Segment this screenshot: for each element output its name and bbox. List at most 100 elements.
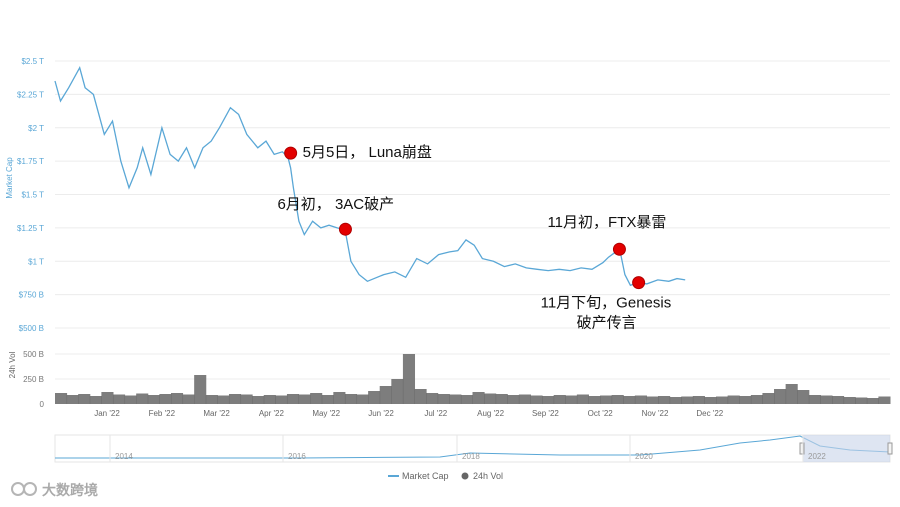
x-tick-label: Nov '22 xyxy=(642,409,669,418)
x-tick-label: Oct '22 xyxy=(588,409,614,418)
vol-tick-label: 500 B xyxy=(23,350,44,359)
navigator-year-label: 2020 xyxy=(635,452,653,461)
event-label: 11月初，FTX暴雷 xyxy=(547,214,666,231)
x-tick-label: Jun '22 xyxy=(368,409,394,418)
legend: Market Cap 24h Vol xyxy=(388,471,503,481)
volume-bar xyxy=(658,396,671,404)
volume-bar xyxy=(286,394,300,404)
volume-bar xyxy=(112,394,126,404)
y-axis-label: Market Cap xyxy=(5,157,14,199)
volume-bar xyxy=(669,397,682,404)
y-tick-label: $2 T xyxy=(28,124,44,133)
volume-bar xyxy=(310,393,323,404)
volume-bar xyxy=(159,394,172,404)
legend-item-market-cap[interactable]: Market Cap xyxy=(402,471,449,481)
volume-bar xyxy=(437,394,450,404)
volume-bar xyxy=(356,394,369,404)
x-tick-label: Mar '22 xyxy=(203,409,230,418)
y-axis-ticks: $2.5 T $2.25 T $2 T $1.75 T $1.5 T $1.25 T $1 … xyxy=(17,57,44,333)
volume-bar xyxy=(344,394,358,404)
volume-bar xyxy=(217,395,230,404)
volume-bar xyxy=(182,394,195,404)
volume-bar xyxy=(739,396,752,404)
market-cap-line xyxy=(54,65,686,287)
annotations: 5月5日， Luna崩盘 6月初， 3AC破产 11月初，FTX暴雷 11月下旬，Ge… xyxy=(277,143,671,331)
volume-bar xyxy=(402,354,416,404)
volume-bar xyxy=(681,396,694,404)
volume-bar xyxy=(762,393,775,404)
volume-bar xyxy=(147,395,160,404)
x-tick-label: Sep '22 xyxy=(532,409,559,418)
event-marker xyxy=(612,242,626,256)
volume-bar xyxy=(785,384,798,404)
volume-bar xyxy=(101,392,114,404)
volume-bar xyxy=(460,395,473,404)
event-label: 5月5日， Luna崩盘 xyxy=(303,143,432,161)
navigator-year-label: 2014 xyxy=(115,452,133,461)
range-navigator[interactable]: 2014 2016 2018 2020 2022 xyxy=(54,434,893,463)
vol-tick-label: 0 xyxy=(40,400,45,409)
y-tick-label: $1 T xyxy=(28,257,44,266)
volume-bar xyxy=(600,395,613,404)
watermark-logo-icon xyxy=(11,482,37,496)
volume-bar xyxy=(530,395,543,404)
volume-bar xyxy=(634,395,647,404)
navigator-year-label: 2022 xyxy=(808,452,826,461)
volume-bar xyxy=(716,396,729,404)
grid-lines xyxy=(55,60,890,329)
volume-bar xyxy=(704,397,717,404)
volume-bar xyxy=(333,392,346,404)
volume-bar xyxy=(205,395,218,404)
event-label: 11月下旬，Genesis xyxy=(541,295,672,312)
volume-bar xyxy=(194,375,207,404)
event-marker xyxy=(632,276,646,290)
volume-bar xyxy=(379,386,392,404)
volume-bar xyxy=(78,394,91,404)
volume-bar xyxy=(623,396,636,404)
event-marker xyxy=(338,222,352,236)
volume-bar xyxy=(89,396,102,404)
volume-bar xyxy=(298,394,311,404)
volume-bar xyxy=(774,389,787,404)
volume-bar xyxy=(368,391,381,404)
volume-bar xyxy=(611,395,624,404)
y-tick-label: $1.25 T xyxy=(17,224,44,233)
volume-bar xyxy=(449,394,462,404)
volume-bar xyxy=(727,395,740,404)
volume-bar xyxy=(263,395,276,404)
volume-bar xyxy=(576,394,589,404)
volume-bar xyxy=(252,396,265,404)
volume-bar xyxy=(750,395,763,404)
x-tick-label: Apr '22 xyxy=(259,409,285,418)
event-label-line2: 破产传言 xyxy=(577,315,637,332)
navigator-handle-left[interactable] xyxy=(799,442,805,455)
navigator-selection[interactable] xyxy=(803,435,890,462)
volume-bar xyxy=(240,394,253,404)
volume-bar xyxy=(414,389,427,404)
volume-bar xyxy=(228,394,242,404)
watermark: 大数跨境 xyxy=(11,482,98,499)
volume-bar xyxy=(66,395,79,404)
x-tick-label: Feb '22 xyxy=(149,409,176,418)
navigator-year-label: 2016 xyxy=(288,452,306,461)
legend-item-24h-vol[interactable]: 24h Vol xyxy=(473,471,503,481)
volume-bar xyxy=(495,394,508,404)
event-label: 6月初， 3AC破产 xyxy=(277,196,394,213)
volume-bar xyxy=(646,396,659,404)
volume-bar xyxy=(426,393,439,404)
volume-bar xyxy=(855,397,868,404)
legend-dot-icon xyxy=(461,472,469,480)
volume-bar xyxy=(843,397,856,404)
y-tick-label: $2.25 T xyxy=(17,90,44,99)
y-tick-label: $1.5 T xyxy=(21,191,44,200)
navigator-handle-right[interactable] xyxy=(887,442,893,455)
volume-bar xyxy=(542,396,555,404)
y-tick-label: $2.5 T xyxy=(21,57,44,66)
volume-bar xyxy=(321,395,334,404)
volume-bar xyxy=(866,398,879,404)
y-tick-label: $500 B xyxy=(19,324,44,333)
volume-axis-label: 24h Vol xyxy=(8,351,17,378)
volume-bar xyxy=(507,395,520,404)
volume-bar xyxy=(553,395,566,404)
x-tick-label: Aug '22 xyxy=(477,409,504,418)
